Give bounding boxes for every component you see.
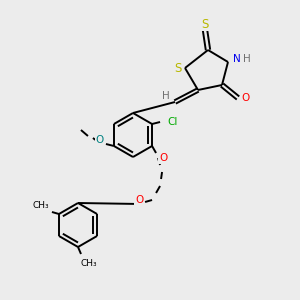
Text: H: H [162, 91, 170, 101]
Text: Cl: Cl [168, 117, 178, 127]
Text: CH₃: CH₃ [33, 202, 49, 211]
Text: O: O [96, 135, 104, 145]
Text: O: O [159, 153, 167, 163]
Text: H: H [243, 54, 251, 64]
Text: CH₃: CH₃ [81, 260, 97, 268]
Text: S: S [201, 17, 209, 31]
Text: N: N [233, 54, 241, 64]
Text: S: S [174, 61, 182, 74]
Text: O: O [135, 195, 143, 205]
Text: O: O [241, 93, 249, 103]
